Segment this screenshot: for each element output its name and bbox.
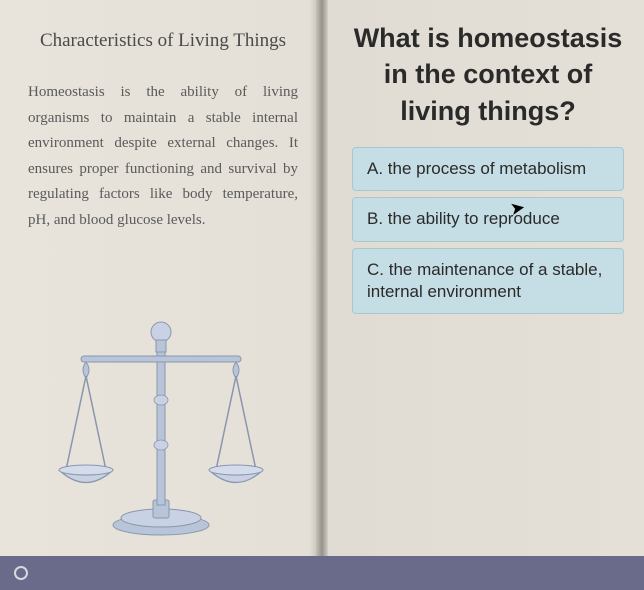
circle-button[interactable] [14, 566, 28, 580]
option-a-label: A. [367, 159, 383, 178]
option-a[interactable]: A. the process of metabolism [352, 147, 624, 191]
bottom-bar [0, 556, 644, 590]
definition-text: Homeostasis is the ability of living org… [28, 80, 298, 233]
left-page: Characteristics of Living Things Homeost… [0, 0, 322, 590]
option-c[interactable]: C. the maintenance of a stable, internal… [352, 248, 624, 314]
book-spread: Characteristics of Living Things Homeost… [0, 0, 644, 590]
question-text: What is homeostasis in the context of li… [352, 20, 624, 129]
option-b-text: the ability to reproduce [388, 209, 560, 228]
balance-scale-illustration [41, 300, 281, 540]
option-c-text: the maintenance of a stable, internal en… [367, 260, 602, 301]
option-a-text: the process of metabolism [388, 159, 586, 178]
book-spine [316, 0, 328, 590]
left-page-title: Characteristics of Living Things [28, 30, 298, 52]
option-b[interactable]: B. the ability to reproduce [352, 197, 624, 241]
option-b-label: B. [367, 209, 383, 228]
right-page: What is homeostasis in the context of li… [322, 0, 644, 590]
option-c-label: C. [367, 260, 384, 279]
